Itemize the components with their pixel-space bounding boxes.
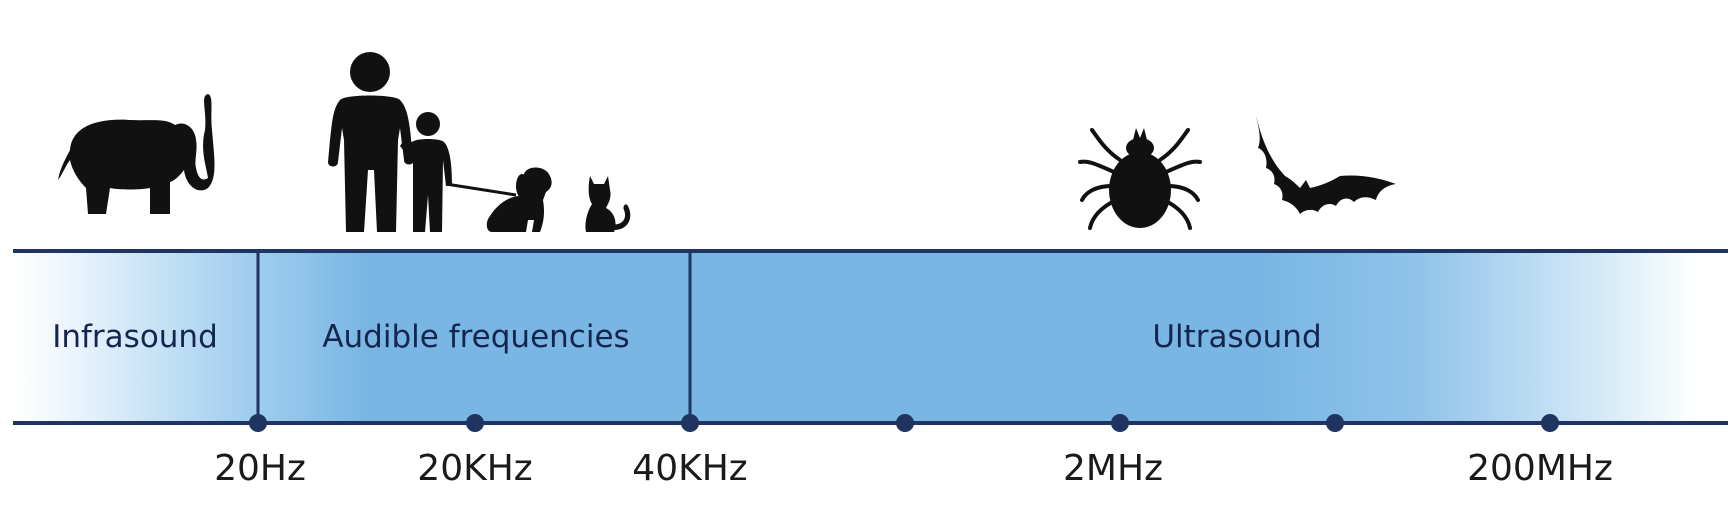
audible-band — [258, 251, 690, 423]
tick-label-2mhz: 2MHz — [1063, 448, 1163, 489]
tick-label-200mhz: 200MHz — [1467, 448, 1613, 489]
tick-label-40khz: 40KHz — [632, 448, 747, 489]
band-label-audible: Audible frequencies — [322, 319, 629, 355]
axis-dots — [249, 414, 1559, 432]
bat-icon — [1256, 116, 1396, 214]
band-label-infrasound: Infrasound — [52, 319, 218, 355]
tick-label-20hz: 20Hz — [214, 448, 306, 489]
ultrasound-band — [690, 251, 1728, 423]
tick-insect-icon — [1078, 128, 1202, 230]
axis-dot — [466, 414, 484, 432]
axis-dot — [681, 414, 699, 432]
dog-icon — [486, 167, 552, 232]
elephant-icon — [58, 94, 215, 214]
axis-dot — [249, 414, 267, 432]
axis-dot — [1541, 414, 1559, 432]
child-icon — [400, 112, 517, 232]
tick-label-20khz: 20KHz — [417, 448, 532, 489]
axis-dot — [896, 414, 914, 432]
adult-person-icon — [328, 52, 414, 232]
infrasound-band — [13, 251, 258, 423]
cat-icon — [585, 176, 631, 232]
axis-dot — [1326, 414, 1344, 432]
axis-dot — [1111, 414, 1129, 432]
band-label-ultrasound: Ultrasound — [1152, 319, 1321, 355]
